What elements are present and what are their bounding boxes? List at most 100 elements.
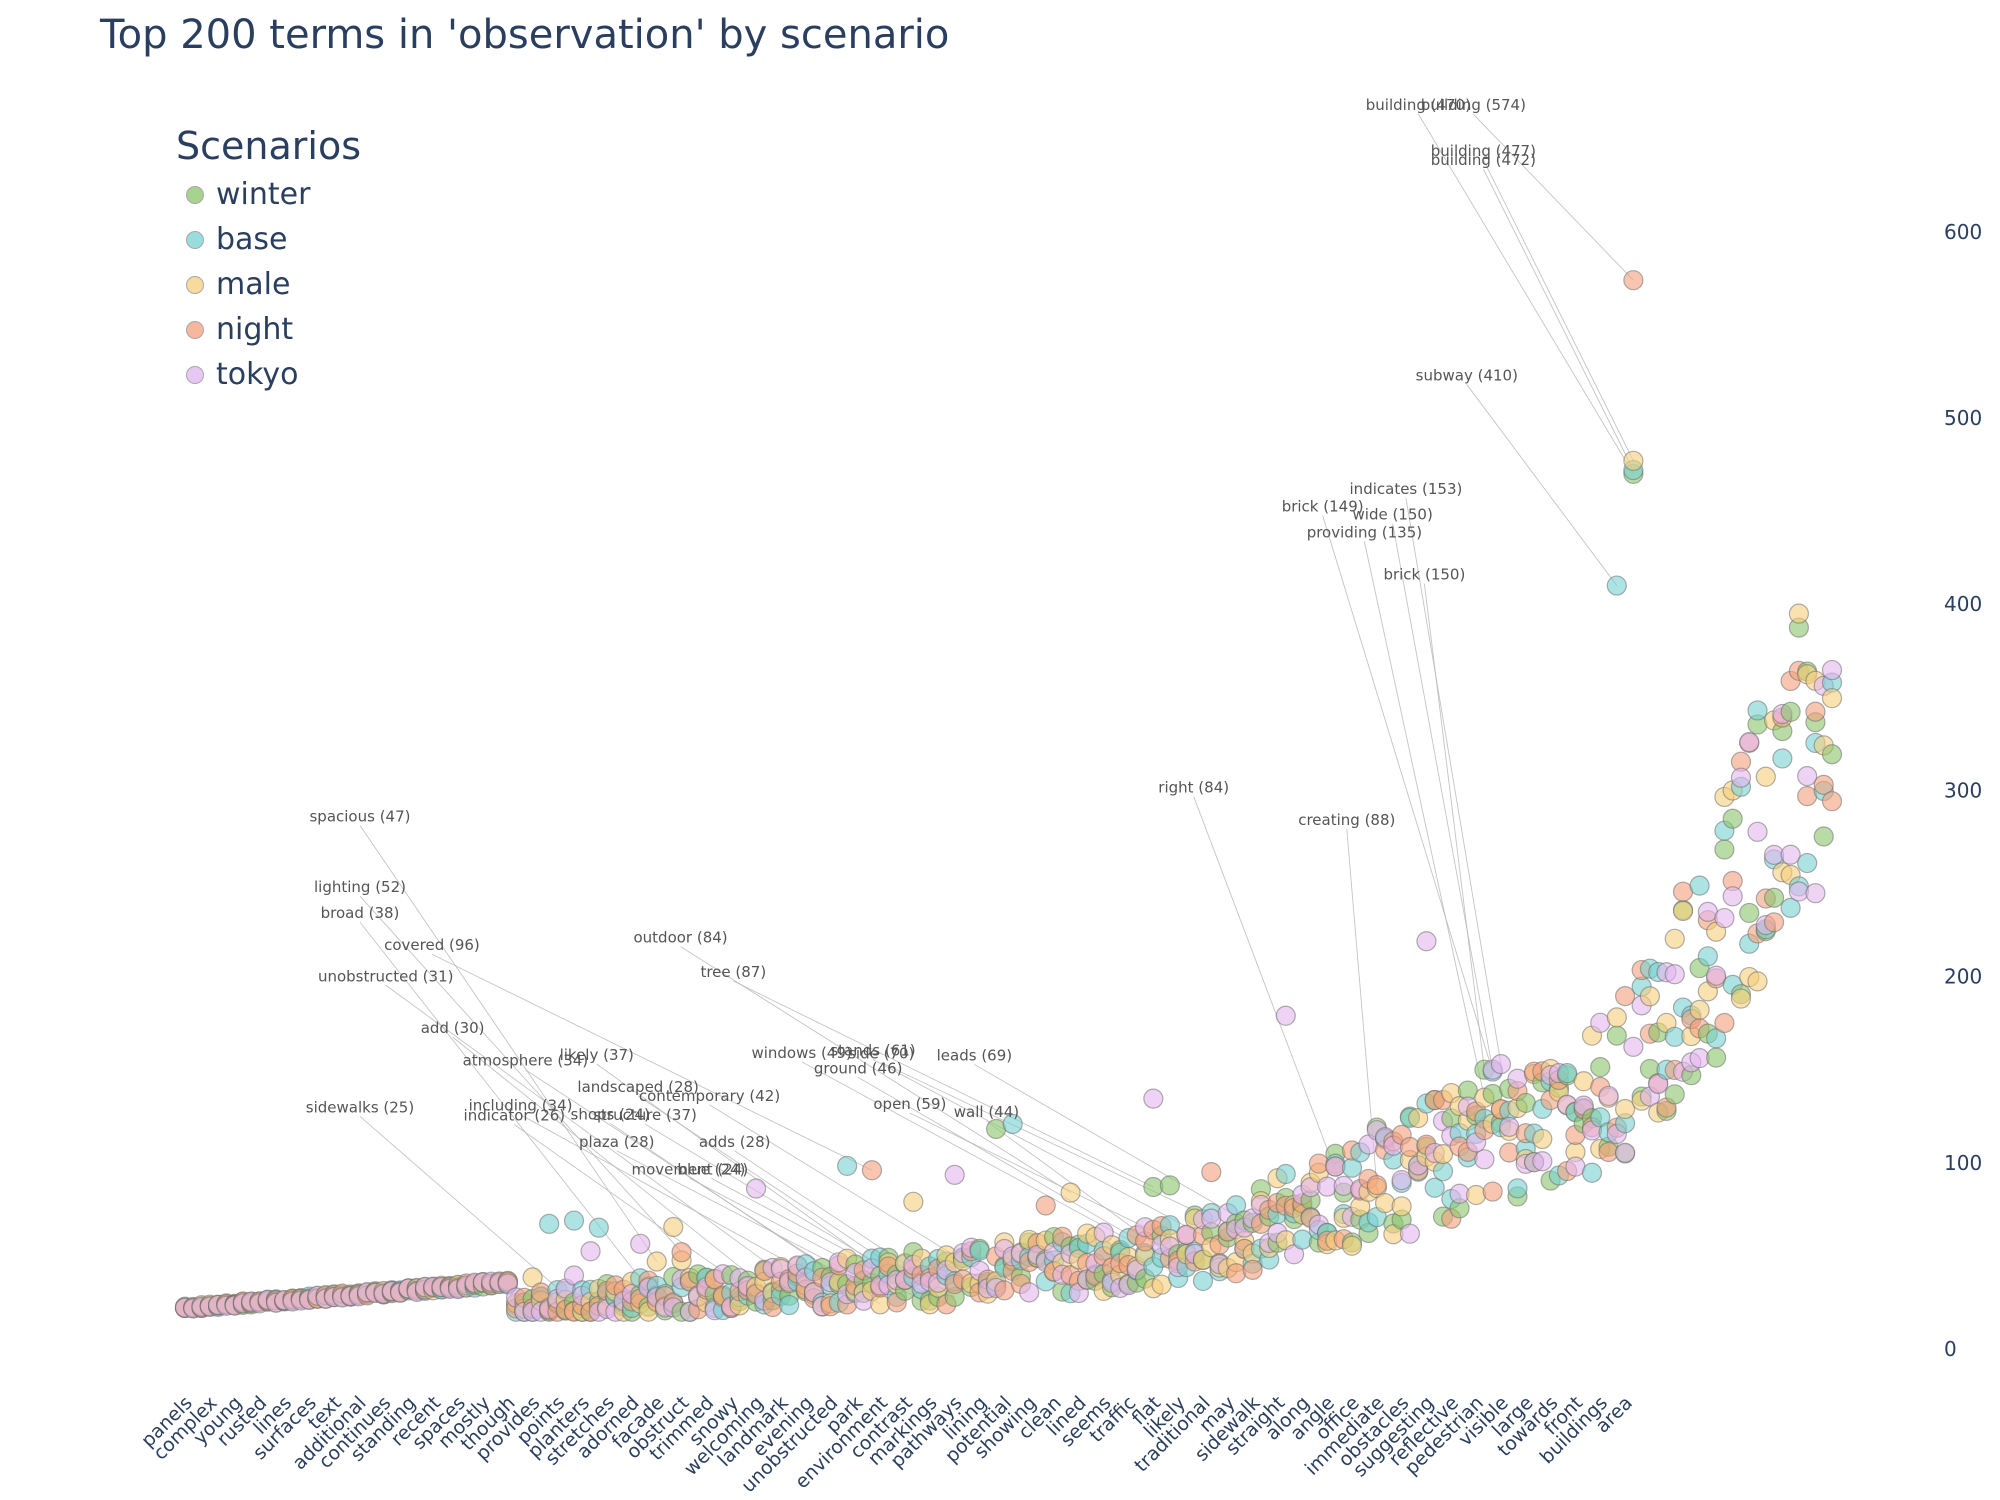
data-point-male[interactable] — [1606, 1007, 1627, 1028]
data-point-base[interactable] — [1772, 748, 1793, 769]
data-point-tokyo[interactable] — [1019, 1282, 1040, 1303]
data-point-tokyo[interactable] — [1747, 821, 1768, 842]
data-point-base[interactable] — [1780, 897, 1801, 918]
data-point-tokyo[interactable] — [1797, 766, 1818, 787]
data-point-night[interactable] — [1821, 791, 1843, 812]
data-point-tokyo[interactable] — [630, 1233, 651, 1254]
data-point-night[interactable] — [1201, 1161, 1222, 1183]
legend-item-winter[interactable]: winter — [176, 172, 361, 217]
data-point-male[interactable] — [1788, 603, 1809, 624]
data-point-male[interactable] — [663, 1216, 684, 1238]
data-point-night[interactable] — [1614, 986, 1636, 1007]
legend-item-male[interactable]: male — [176, 262, 361, 307]
data-point-tokyo[interactable] — [1739, 732, 1760, 753]
data-point-base[interactable] — [1581, 1162, 1603, 1183]
data-point-base[interactable] — [1689, 875, 1710, 896]
data-point-night[interactable] — [671, 1242, 692, 1263]
data-point-male[interactable] — [1755, 766, 1776, 787]
data-point-base[interactable] — [1432, 1161, 1454, 1182]
data-point-base[interactable] — [1747, 700, 1768, 721]
data-point-male[interactable] — [646, 1251, 667, 1272]
data-point-winter[interactable] — [1780, 701, 1801, 722]
data-point-night[interactable] — [1763, 912, 1785, 933]
data-point-male[interactable] — [1623, 450, 1644, 471]
data-point-tokyo[interactable] — [580, 1241, 601, 1262]
data-point-male[interactable] — [1730, 988, 1752, 1009]
data-point-base[interactable] — [588, 1217, 609, 1238]
data-point-winter[interactable] — [1590, 1057, 1611, 1078]
data-point-base[interactable] — [1192, 1270, 1214, 1292]
data-point-base[interactable] — [1557, 1063, 1578, 1084]
data-point-male[interactable] — [1532, 1128, 1553, 1150]
data-point-tokyo[interactable] — [944, 1164, 965, 1185]
data-point-base[interactable] — [539, 1213, 560, 1234]
data-point-male[interactable] — [1614, 1098, 1636, 1120]
data-point-male[interactable] — [1747, 971, 1768, 992]
data-point-male[interactable] — [1821, 688, 1843, 709]
data-point-male[interactable] — [1374, 1192, 1396, 1214]
data-point-tokyo[interactable] — [1821, 659, 1843, 681]
data-point-winter[interactable] — [1722, 808, 1743, 829]
data-point-tokyo[interactable] — [1623, 1036, 1644, 1057]
data-point-tokyo[interactable] — [1391, 1169, 1412, 1191]
data-point-winter[interactable] — [1714, 839, 1735, 860]
data-point-night[interactable] — [1366, 1175, 1387, 1196]
data-point-male[interactable] — [1060, 1182, 1081, 1203]
data-point-tokyo[interactable] — [1664, 964, 1685, 985]
data-point-base[interactable] — [1706, 1028, 1727, 1049]
data-point-male[interactable] — [903, 1191, 924, 1212]
data-point-base[interactable] — [1697, 946, 1718, 967]
data-point-male[interactable] — [1689, 999, 1710, 1020]
data-point-night[interactable] — [861, 1160, 883, 1181]
data-point-winter[interactable] — [1813, 826, 1834, 847]
data-point-base[interactable] — [563, 1210, 585, 1231]
data-point-tokyo[interactable] — [745, 1178, 767, 1199]
data-point-male[interactable] — [1466, 1184, 1487, 1206]
data-point-winter[interactable] — [1763, 887, 1785, 908]
data-point-night[interactable] — [1035, 1195, 1056, 1216]
data-point-night[interactable] — [1813, 774, 1834, 795]
data-point-night[interactable] — [1242, 1259, 1263, 1280]
data-point-winter[interactable] — [1739, 902, 1760, 924]
legend-item-tokyo[interactable]: tokyo — [176, 352, 361, 397]
data-point-tokyo[interactable] — [1714, 907, 1735, 929]
data-point-winter[interactable] — [1606, 1025, 1627, 1046]
data-point-winter[interactable] — [1664, 1084, 1685, 1105]
data-point-night[interactable] — [1805, 701, 1826, 722]
data-point-base[interactable] — [1292, 1229, 1313, 1250]
legend-item-night[interactable]: night — [176, 307, 361, 352]
data-point-tokyo[interactable] — [1614, 1142, 1636, 1163]
data-point-base[interactable] — [1507, 1178, 1528, 1199]
data-point-tokyo[interactable] — [1722, 886, 1743, 907]
data-point-male[interactable] — [1341, 1235, 1363, 1256]
data-point-winter[interactable] — [1159, 1175, 1180, 1196]
data-point-tokyo[interactable] — [1275, 1005, 1296, 1026]
data-point-base[interactable] — [1002, 1113, 1023, 1135]
data-point-tokyo[interactable] — [1532, 1151, 1553, 1172]
data-point-base[interactable] — [1797, 852, 1818, 874]
data-point-tokyo[interactable] — [1416, 931, 1437, 952]
data-point-tokyo[interactable] — [1598, 1085, 1619, 1107]
data-point-male[interactable] — [1432, 1144, 1454, 1165]
data-point-base[interactable] — [837, 1155, 858, 1177]
data-point-base[interactable] — [779, 1294, 800, 1316]
data-point-tokyo[interactable] — [1399, 1223, 1421, 1244]
data-point-winter[interactable] — [1821, 744, 1843, 765]
data-point-winter[interactable] — [1706, 1047, 1727, 1068]
data-point-base[interactable] — [1606, 575, 1627, 596]
data-point-night[interactable] — [1714, 1012, 1735, 1034]
data-point-tokyo[interactable] — [1706, 965, 1727, 986]
data-point-tokyo[interactable] — [1474, 1149, 1495, 1170]
data-point-base[interactable] — [1275, 1163, 1296, 1185]
data-point-tokyo[interactable] — [1490, 1054, 1512, 1075]
data-point-night[interactable] — [1482, 1181, 1503, 1202]
data-point-base[interactable] — [1424, 1177, 1445, 1198]
data-point-tokyo[interactable] — [1805, 883, 1826, 904]
data-point-male[interactable] — [1664, 928, 1685, 949]
data-point-tokyo[interactable] — [1143, 1088, 1164, 1109]
data-point-tokyo[interactable] — [1730, 767, 1752, 788]
data-point-tokyo[interactable] — [1780, 844, 1801, 865]
legend-item-base[interactable]: base — [176, 217, 361, 262]
data-point-night[interactable] — [1226, 1263, 1247, 1284]
data-point-night[interactable] — [1623, 270, 1644, 291]
